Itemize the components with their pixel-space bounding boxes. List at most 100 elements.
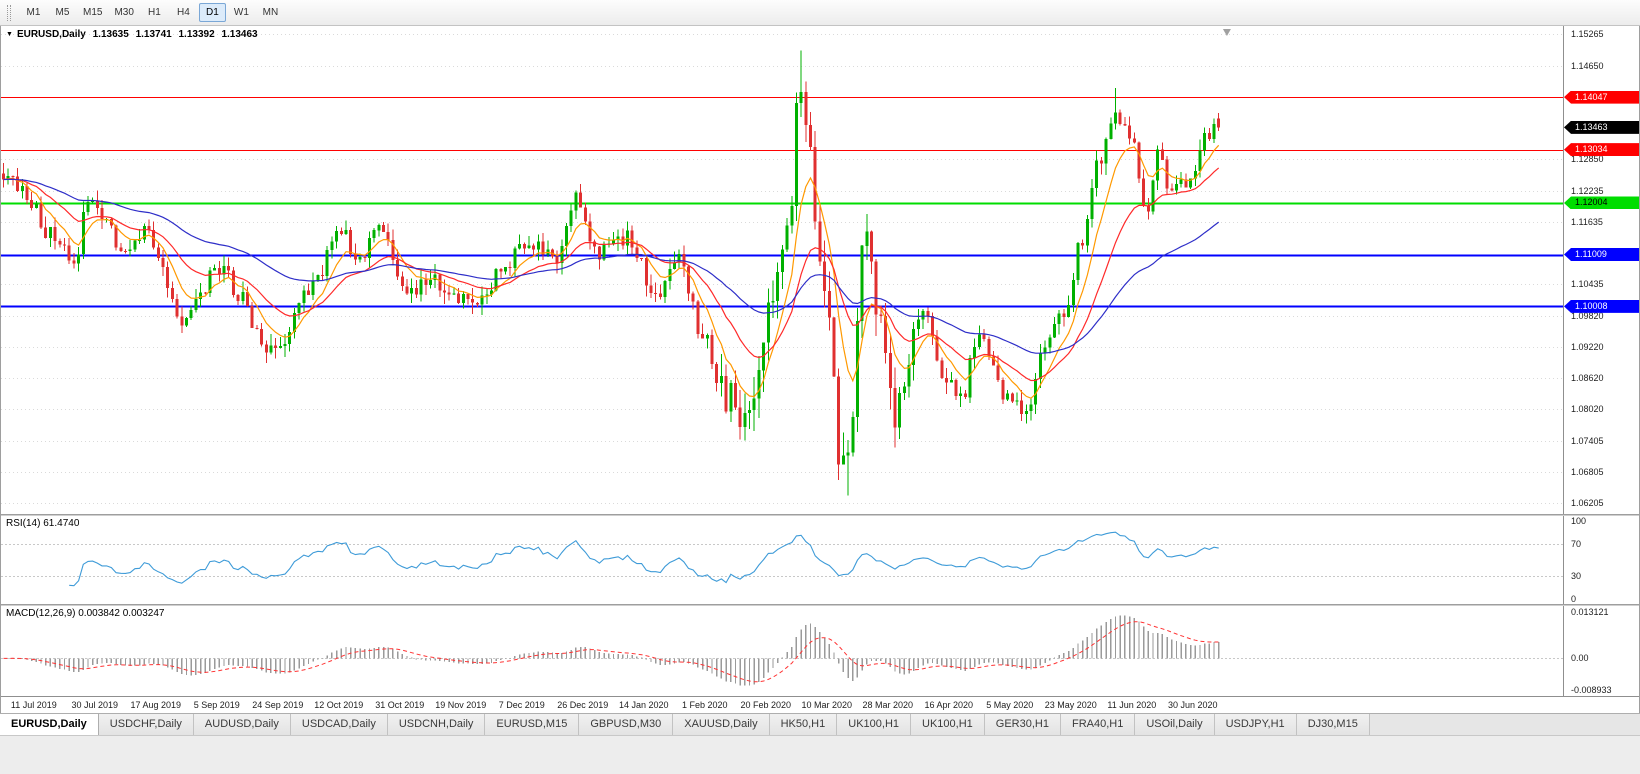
date-axis-label: 7 Dec 2019 xyxy=(498,700,545,710)
rsi-axis[interactable]: 100 70 30 0 xyxy=(1563,516,1639,604)
macd-pane[interactable]: MACD(12,26,9) 0.003842 0.003247 0.013121… xyxy=(1,606,1639,696)
chart-symbol-label: EURUSD,Daily xyxy=(16,29,86,40)
macd-chart-canvas[interactable] xyxy=(1,606,1565,696)
rsi-pane[interactable]: RSI(14) 61.4740 100 70 30 0 xyxy=(1,516,1639,604)
date-axis-label: 24 Sep 2019 xyxy=(252,700,304,710)
current-price-badge: 1.13463 xyxy=(1564,120,1639,134)
chart-tab-usdcnh-daily[interactable]: USDCNH,Daily xyxy=(387,714,486,735)
timeframe-button-m5[interactable]: M5 xyxy=(49,3,76,22)
chart-menu-arrow-icon: ▼ xyxy=(6,31,13,38)
chart-tab-usoil-daily[interactable]: USOil,Daily xyxy=(1135,714,1215,735)
timeframe-button-h4[interactable]: H4 xyxy=(170,3,197,22)
price-axis-label: 1.08020 xyxy=(1571,404,1604,415)
price-pane[interactable]: ▼ EURUSD,Daily 1.13635 1.13741 1.13392 1.… xyxy=(1,26,1639,514)
pane-splitter-macd[interactable] xyxy=(1,604,1639,606)
date-axis-label: 5 Sep 2019 xyxy=(193,700,240,710)
pane-splitter-rsi[interactable] xyxy=(1,514,1639,516)
chart-tab-usdcad-daily[interactable]: USDCAD,Daily xyxy=(290,714,388,735)
macd-histogram xyxy=(2,615,1220,686)
timeframe-toolbar: M1 M5 M15 M30 H1 H4 D1 W1 MN xyxy=(0,0,1640,26)
price-badge-1.13034: 1.13034 xyxy=(1564,143,1639,157)
macd-indicator-label: MACD(12,26,9) 0.003842 0.003247 xyxy=(6,608,165,619)
price-axis-label: 1.11635 xyxy=(1571,217,1603,228)
chart-title-overlay: ▼ EURUSD,Daily 1.13635 1.13741 1.13392 1.… xyxy=(6,29,262,40)
timeframe-button-h1[interactable]: H1 xyxy=(141,3,168,22)
date-axis-label: 28 Mar 2020 xyxy=(862,700,914,710)
price-chart-canvas[interactable] xyxy=(1,26,1565,514)
price-axis-label: 1.06805 xyxy=(1571,467,1604,478)
date-axis-label: 31 Oct 2019 xyxy=(375,700,425,710)
chart-shift-marker[interactable] xyxy=(1222,29,1231,36)
chart-window: ▼ EURUSD,Daily 1.13635 1.13741 1.13392 1.… xyxy=(0,26,1640,713)
date-axis-label: 30 Jul 2019 xyxy=(71,700,119,710)
timeframe-button-m15[interactable]: M15 xyxy=(78,3,107,22)
ohlc-open: 1.13635 xyxy=(92,29,129,40)
rsi-indicator-label: RSI(14) 61.4740 xyxy=(6,518,80,529)
status-bar xyxy=(0,735,1640,774)
chart-tab-ger30-h1[interactable]: GER30,H1 xyxy=(984,714,1061,735)
price-badge-1.14047: 1.14047 xyxy=(1564,90,1639,104)
timeframe-button-m30[interactable]: M30 xyxy=(109,3,138,22)
ohlc-low: 1.13392 xyxy=(178,29,215,40)
macd-axis-label: 0.00 xyxy=(1571,653,1589,664)
date-axis-label: 30 Jun 2020 xyxy=(1168,700,1218,710)
timeframe-button-w1[interactable]: W1 xyxy=(228,3,255,22)
timeframe-button-d1[interactable]: D1 xyxy=(198,3,226,22)
price-axis-label: 1.07405 xyxy=(1571,436,1604,447)
price-axis-label: 1.12235 xyxy=(1571,185,1604,196)
date-axis-label: 12 Oct 2019 xyxy=(314,700,364,710)
rsi-chart-canvas[interactable] xyxy=(1,516,1565,604)
date-axis-label: 10 Mar 2020 xyxy=(801,700,853,710)
price-axis-label: 1.09820 xyxy=(1571,311,1604,322)
chart-tab-audusd-daily[interactable]: AUDUSD,Daily xyxy=(193,714,291,735)
macd-axis-label: -0.008933 xyxy=(1571,685,1612,695)
chart-tab-eurusd-m15[interactable]: EURUSD,M15 xyxy=(485,714,580,735)
chart-tab-usdchf-daily[interactable]: USDCHF,Daily xyxy=(98,714,194,735)
rsi-axis-label: 0 xyxy=(1571,594,1577,604)
price-axis-label: 1.09220 xyxy=(1571,342,1604,353)
candles-series xyxy=(2,50,1221,496)
price-badge-1.10008: 1.10008 xyxy=(1564,299,1639,313)
price-badge-1.12004: 1.12004 xyxy=(1564,196,1639,210)
ohlc-high: 1.13741 xyxy=(135,29,172,40)
date-axis-label: 14 Jan 2020 xyxy=(619,700,669,710)
price-axis-label: 1.06205 xyxy=(1571,498,1604,509)
price-badge-1.11009: 1.11009 xyxy=(1564,248,1639,261)
price-axis-label: 1.15265 xyxy=(1571,29,1604,40)
rsi-line xyxy=(69,531,1219,587)
price-axis-label: 1.12850 xyxy=(1571,154,1604,165)
timeframe-buttons: M1 M5 M15 M30 H1 H4 D1 W1 MN xyxy=(19,3,285,22)
price-axis[interactable]: 1.15265 1.14650 1.12850 1.12235 1.11635 1.104… xyxy=(1563,26,1639,514)
chart-tab-xauusd-daily[interactable]: XAUUSD,Daily xyxy=(673,714,770,735)
ma-line-8 xyxy=(3,144,1220,399)
date-axis-label: 19 Nov 2019 xyxy=(435,700,487,710)
chart-tab-dj30-m15[interactable]: DJ30,M15 xyxy=(1296,714,1370,735)
chart-tab-uk100-h1[interactable]: UK100,H1 xyxy=(837,714,912,735)
chart-tab-eurusd-daily[interactable]: EURUSD,Daily xyxy=(0,714,99,735)
toolbar-grip[interactable] xyxy=(7,4,11,21)
date-axis-label: 5 May 2020 xyxy=(986,700,1034,710)
rsi-axis-label: 70 xyxy=(1571,539,1582,549)
date-axis-label: 11 Jun 2020 xyxy=(1107,700,1157,710)
rsi-axis-label: 100 xyxy=(1571,516,1587,526)
date-axis-label: 20 Feb 2020 xyxy=(740,700,792,710)
date-axis-label: 11 Jul 2019 xyxy=(10,700,57,710)
chart-tab-fra40-h1[interactable]: FRA40,H1 xyxy=(1060,714,1136,735)
price-axis-label: 1.08620 xyxy=(1571,373,1604,384)
price-axis-label: 1.10435 xyxy=(1571,279,1604,290)
price-axis-label: 1.14650 xyxy=(1571,60,1604,71)
macd-axis-label: 0.013121 xyxy=(1571,607,1609,617)
timeframe-button-m1[interactable]: M1 xyxy=(20,3,47,22)
timeframe-button-mn[interactable]: MN xyxy=(257,3,284,22)
date-axis[interactable]: 11 Jul 2019 30 Jul 2019 17 Aug 2019 5 Sep 2… xyxy=(1,696,1639,713)
chart-tab-usdjpy-h1[interactable]: USDJPY,H1 xyxy=(1214,714,1297,735)
date-axis-label: 1 Feb 2020 xyxy=(682,700,728,710)
chart-tab-hk50-h1[interactable]: HK50,H1 xyxy=(769,714,838,735)
chart-tab-uk100-h1[interactable]: UK100,H1 xyxy=(911,714,985,735)
ohlc-close: 1.13463 xyxy=(221,29,258,40)
ma-line-21 xyxy=(3,167,1220,382)
date-axis-label: 23 May 2020 xyxy=(1044,700,1097,710)
macd-axis[interactable]: 0.013121 0.00 -0.008933 xyxy=(1563,606,1639,696)
chart-tab-gbpusd-m30[interactable]: GBPUSD,M30 xyxy=(579,714,674,735)
